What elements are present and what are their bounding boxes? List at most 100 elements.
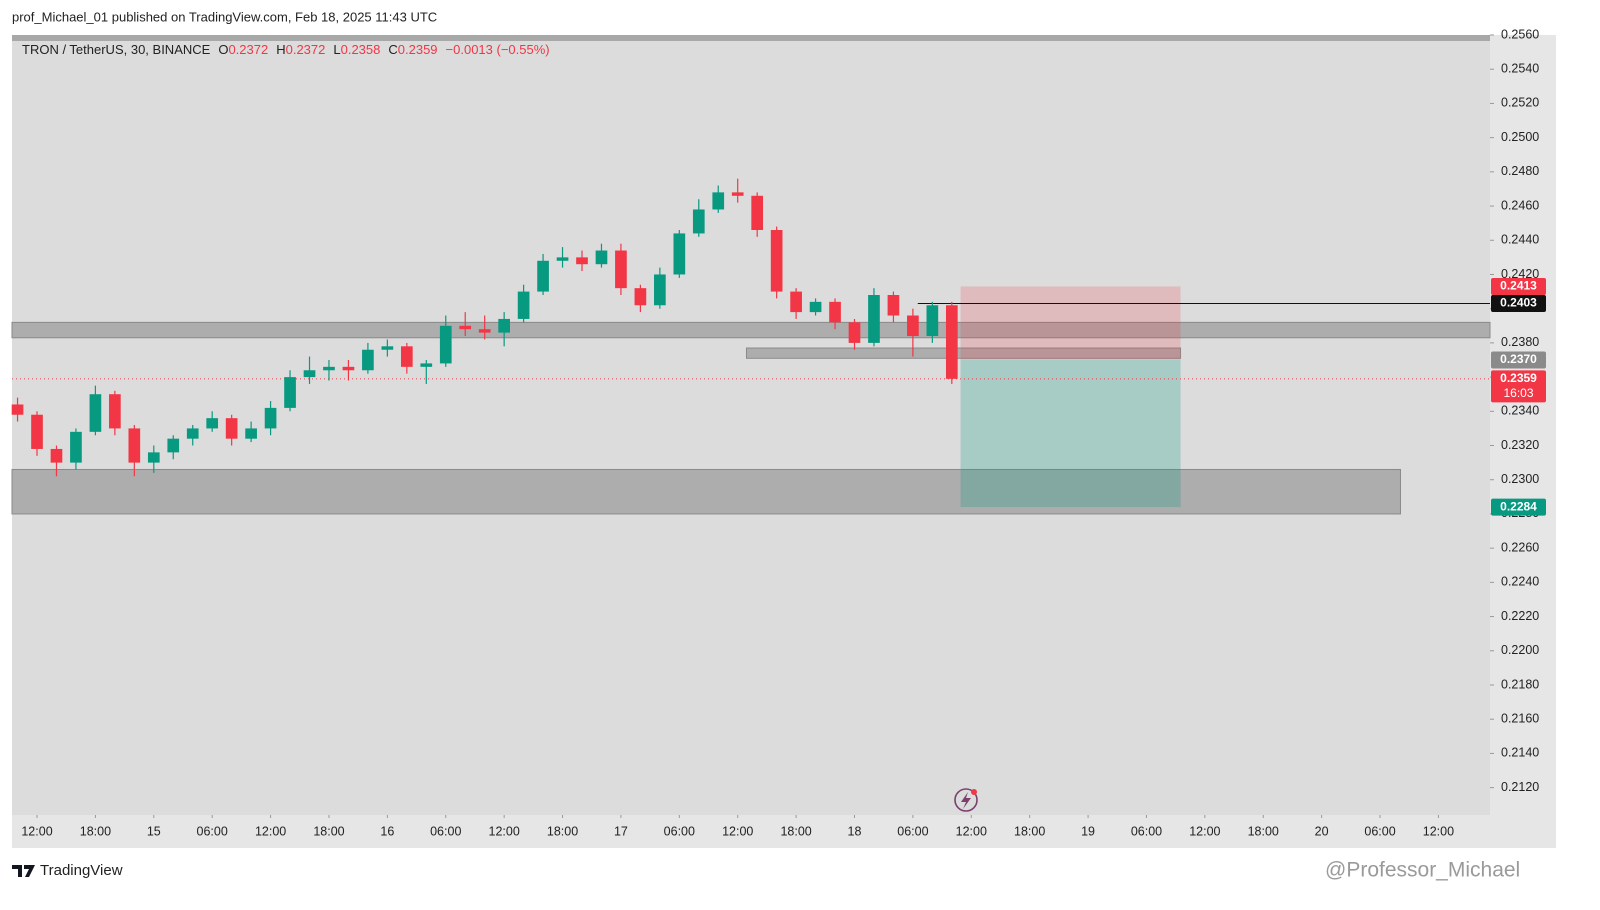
x-tick-label: 18:00 [780, 824, 811, 838]
target-zone [960, 360, 1181, 508]
icon-ring [954, 788, 978, 812]
candle-body [498, 318, 510, 333]
candle-body [439, 325, 452, 364]
price-badge-label: 0.2370 [1500, 352, 1537, 366]
candle-body [147, 452, 160, 463]
y-tick-label: 0.2240 [1501, 575, 1539, 589]
candle-body [945, 305, 958, 379]
x-tick-label: 18:00 [1248, 824, 1279, 838]
x-tick-label: 06:00 [1364, 824, 1395, 838]
icon-dot [971, 789, 977, 795]
top-strip [12, 35, 1490, 41]
alert-icon [954, 788, 978, 812]
candle-body [206, 418, 219, 429]
publish-header: prof_Michael_01 published on TradingView… [12, 9, 437, 24]
x-tick-label: 06:00 [1131, 824, 1162, 838]
candle-body [615, 250, 627, 289]
x-tick-label: 12:00 [722, 824, 753, 838]
x-tick-label: 17 [614, 824, 628, 838]
y-tick-label: 0.2320 [1501, 438, 1539, 452]
candle-body [31, 414, 43, 449]
x-tick-label: 12:00 [1423, 824, 1454, 838]
x-tick-label: 20 [1315, 824, 1329, 838]
watermark: @Professor_Michael [1325, 859, 1520, 882]
candle-body [907, 315, 919, 337]
candle-body [89, 394, 102, 432]
candle-body [712, 192, 725, 210]
candle-body [342, 366, 355, 371]
candle-body [400, 346, 413, 367]
y-tick-label: 0.2460 [1501, 198, 1539, 212]
price-badge [1491, 498, 1546, 516]
x-tick-label: 06:00 [664, 824, 695, 838]
candle-body [186, 428, 199, 439]
candle-body [673, 233, 686, 275]
candle-body [809, 301, 822, 313]
candle-body [420, 363, 433, 367]
price-badge-label: 0.2284 [1500, 499, 1537, 513]
x-tick-label: 19 [1081, 824, 1095, 838]
candle-body [478, 329, 491, 333]
y-tick-label: 0.2560 [1501, 27, 1539, 41]
candle-body [595, 250, 608, 265]
candle-body [167, 438, 180, 453]
candle-body [848, 322, 861, 343]
x-tick-label: 18:00 [80, 824, 111, 838]
candle-body [323, 366, 335, 371]
candle-body [692, 209, 705, 234]
x-tick-label: 18 [848, 824, 862, 838]
y-tick-label: 0.2200 [1501, 643, 1539, 657]
price-badge [1491, 295, 1546, 313]
candle-body [264, 407, 277, 429]
price-badge-label: 0.2359 [1500, 371, 1537, 385]
candle-body [829, 301, 841, 323]
brand-logo [12, 865, 35, 877]
candle-body [50, 448, 63, 463]
y-tick-label: 0.2440 [1501, 233, 1539, 247]
ohlc-label: O [218, 42, 228, 57]
y-tick-label: 0.2120 [1501, 780, 1539, 794]
ohlc-value: 0.2358 [341, 42, 381, 57]
ohlc-label: H [276, 42, 285, 57]
x-tick-label: 18:00 [313, 824, 344, 838]
zone [11, 468, 1401, 515]
x-tick-label: 06:00 [197, 824, 228, 838]
y-tick-label: 0.2340 [1501, 404, 1539, 418]
x-tick-label: 16 [380, 824, 394, 838]
candle-body [634, 288, 647, 306]
y-tick-label: 0.2260 [1501, 540, 1539, 554]
symbol-title: TRON / TetherUS, 30, BINANCE [22, 42, 211, 57]
candle-body [362, 349, 374, 371]
price-badge [1491, 277, 1546, 295]
price-badge [1491, 370, 1546, 403]
price-badge [1491, 351, 1546, 369]
candle-body [537, 260, 549, 292]
x-tick-label: 06:00 [430, 824, 461, 838]
price-badge-label: 0.2413 [1500, 279, 1537, 293]
x-tick-label: 12:00 [1189, 824, 1220, 838]
price-badge-countdown: 16:03 [1503, 386, 1533, 400]
candle-body [926, 305, 939, 337]
candle-body [770, 230, 783, 292]
candle-body [517, 291, 530, 319]
candle-body [128, 428, 141, 463]
x-tick-label: 15 [147, 824, 161, 838]
symbol-legend: TRON / TetherUS, 30, BINANCE O0.2372 H0.23… [22, 42, 550, 57]
x-tick-label: 18:00 [547, 824, 578, 838]
candle-body [751, 195, 764, 230]
y-tick-label: 0.2540 [1501, 62, 1539, 76]
plot-layer: 0.2120 0.2140 0.2160 0.2180 0.2200 0.2220 0.22… [11, 27, 1546, 838]
ohlc-value: 0.2359 [398, 42, 438, 57]
candle-body [245, 428, 257, 439]
y-tick-label: 0.2220 [1501, 609, 1539, 623]
ohlc-label: L [333, 42, 340, 57]
ohlc-label: C [388, 42, 397, 57]
candle-body [887, 295, 900, 316]
logo-mark [12, 865, 35, 877]
candle-body [11, 404, 24, 415]
y-tick-label: 0.2420 [1501, 267, 1539, 281]
x-tick-label: 12:00 [255, 824, 286, 838]
candle-body [654, 274, 666, 306]
plot-area [12, 35, 1490, 815]
